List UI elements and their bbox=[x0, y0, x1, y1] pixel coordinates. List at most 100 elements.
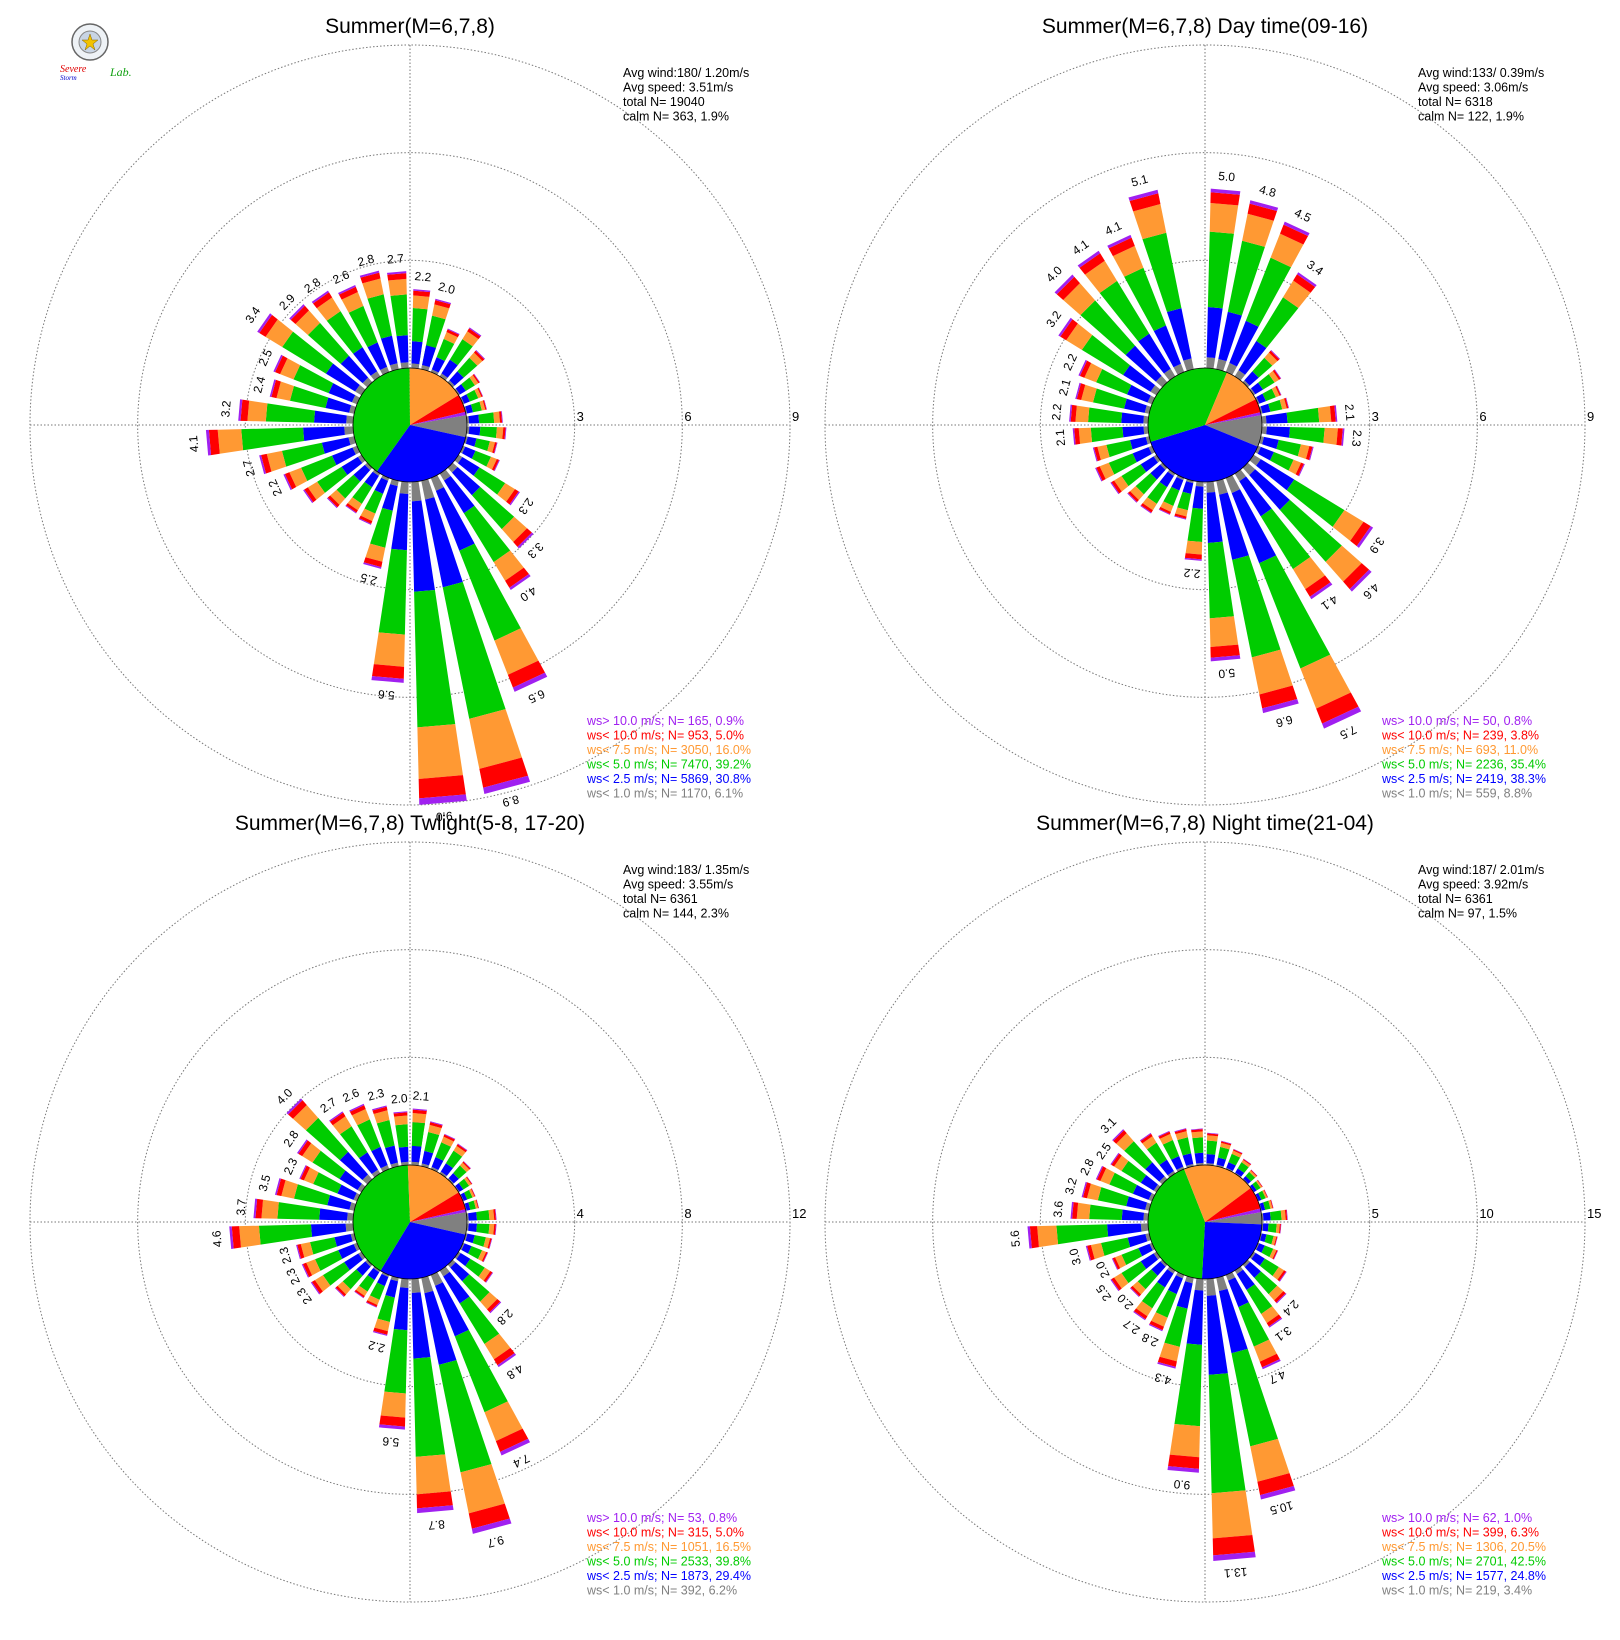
petal-segment bbox=[1210, 192, 1240, 206]
petal-segment bbox=[1182, 481, 1194, 495]
petal-325: 2.8 bbox=[301, 275, 381, 381]
petal-segment bbox=[400, 1161, 409, 1166]
petal-segment bbox=[476, 1223, 490, 1234]
petal-115 bbox=[1255, 445, 1305, 477]
petal-segment bbox=[1140, 1223, 1149, 1232]
petal-segment bbox=[1250, 1184, 1257, 1192]
petal-segment bbox=[454, 1251, 461, 1260]
legend-entry: ws< 10.0 m/s; N= 239, 3.8% bbox=[1381, 729, 1539, 743]
petal-label: 8.9 bbox=[501, 792, 521, 810]
petal-segment bbox=[1334, 405, 1338, 422]
petal-segment bbox=[1056, 1224, 1109, 1245]
petal-segment bbox=[1258, 1190, 1266, 1200]
petal-segment bbox=[1220, 1142, 1231, 1150]
petal-label: 2.3 bbox=[515, 495, 536, 517]
petal-segment bbox=[370, 371, 381, 381]
petal-35 bbox=[439, 327, 482, 381]
petal-segment bbox=[1249, 200, 1279, 211]
petal-segment bbox=[458, 1178, 470, 1190]
petal-segment bbox=[1194, 1278, 1204, 1291]
petal-segment bbox=[400, 1278, 409, 1289]
pie-slice bbox=[407, 1165, 459, 1222]
petal-segment bbox=[365, 1259, 373, 1267]
petal-175: 13.1 bbox=[1206, 1278, 1256, 1581]
petal-segment bbox=[494, 459, 500, 472]
petal-segment bbox=[493, 550, 524, 581]
petal-255: 2.7 bbox=[240, 436, 356, 478]
petal-segment bbox=[1097, 1187, 1129, 1207]
petal-segment bbox=[428, 1124, 442, 1136]
petal-segment bbox=[1292, 556, 1326, 590]
petal-segment bbox=[1263, 1189, 1268, 1198]
petal-segment bbox=[302, 1143, 321, 1163]
petal-segment bbox=[1284, 1209, 1288, 1221]
petal-315: 2.9 bbox=[276, 291, 373, 388]
stats-line: Avg wind:133/ 0.39m/s bbox=[1418, 66, 1544, 80]
petal-segment bbox=[1206, 1278, 1217, 1296]
petal-segment bbox=[1251, 1252, 1265, 1266]
stats-line: total N= 6361 bbox=[1418, 892, 1493, 906]
petal-segment bbox=[1216, 358, 1227, 371]
petal-segment bbox=[1066, 323, 1093, 350]
petal-segment bbox=[367, 294, 392, 339]
stats-line: total N= 6318 bbox=[1418, 95, 1493, 109]
petal-segment bbox=[389, 363, 399, 371]
petal-segment bbox=[357, 1183, 366, 1193]
petal-segment bbox=[1209, 616, 1239, 648]
petal-segment bbox=[1257, 1179, 1263, 1188]
petal-segment bbox=[1268, 370, 1280, 383]
petal-segment bbox=[347, 1212, 354, 1221]
petal-segment bbox=[1082, 1182, 1091, 1199]
petal-segment bbox=[1241, 1159, 1251, 1168]
petal-segment bbox=[303, 489, 314, 504]
petal-segment bbox=[1135, 473, 1157, 495]
petal-segment bbox=[1246, 1284, 1273, 1314]
petal-segment bbox=[448, 1173, 459, 1184]
petal-segment bbox=[313, 1172, 342, 1194]
petal-segment bbox=[1192, 486, 1204, 509]
petal-segment bbox=[1114, 1155, 1129, 1171]
petal-segment bbox=[1254, 1271, 1278, 1295]
petal-segment bbox=[1126, 1196, 1148, 1210]
petal-segment bbox=[1332, 510, 1364, 541]
petal-335: 2.6 bbox=[340, 1085, 390, 1172]
petal-segment bbox=[1262, 699, 1299, 714]
petal-segment bbox=[1142, 232, 1182, 312]
petal-segment bbox=[493, 411, 500, 423]
petal-segment bbox=[1216, 1157, 1226, 1167]
petal-label: 3.3 bbox=[524, 540, 546, 562]
petal-segment bbox=[459, 543, 521, 641]
petal-segment bbox=[288, 1100, 307, 1119]
petal-segment bbox=[334, 1287, 345, 1298]
petal-segment bbox=[1159, 471, 1174, 488]
petal-355 bbox=[1191, 1128, 1204, 1166]
petal-segment bbox=[302, 1262, 313, 1278]
petal-segment bbox=[1121, 1209, 1145, 1221]
petal-segment bbox=[411, 1122, 425, 1147]
petal-segment bbox=[276, 381, 294, 401]
petal-segment bbox=[469, 327, 482, 337]
legend-entry: ws< 1.0 m/s; N= 219, 3.4% bbox=[1381, 1584, 1532, 1598]
petal-segment bbox=[1141, 1281, 1166, 1309]
petal-segment bbox=[494, 628, 539, 675]
petal-segment bbox=[1096, 466, 1106, 481]
logo-text-storm: Storm bbox=[60, 74, 77, 82]
petal-segment bbox=[238, 399, 243, 421]
petal-segment bbox=[461, 377, 475, 391]
petal-segment bbox=[1257, 1179, 1263, 1187]
petal-75 bbox=[1259, 1199, 1274, 1211]
petal-label: 2.1 bbox=[1342, 403, 1357, 421]
petal-segment bbox=[1191, 1128, 1203, 1131]
petal-label: 2.5 bbox=[359, 570, 379, 588]
petal-segment bbox=[454, 388, 460, 396]
petal-segment bbox=[351, 1108, 370, 1126]
petal-label: 4.0 bbox=[1043, 263, 1065, 285]
petal-segment bbox=[1173, 363, 1185, 375]
petal-segment bbox=[1325, 545, 1362, 582]
petal-segment bbox=[471, 1518, 512, 1534]
petal-label: 3.0 bbox=[1066, 1247, 1084, 1267]
petal-305: 2.5 bbox=[1093, 1140, 1161, 1193]
wind-rose-panel-2: 3 6 9 5.0 4.8 4.5 3.4 2.1 2.3 3.9 4.6 4.1 7.5 6.6 5.0 2… bbox=[824, 15, 1594, 806]
ring-label: 9 bbox=[1587, 409, 1594, 424]
petal-265: 4.6 bbox=[209, 1223, 354, 1250]
